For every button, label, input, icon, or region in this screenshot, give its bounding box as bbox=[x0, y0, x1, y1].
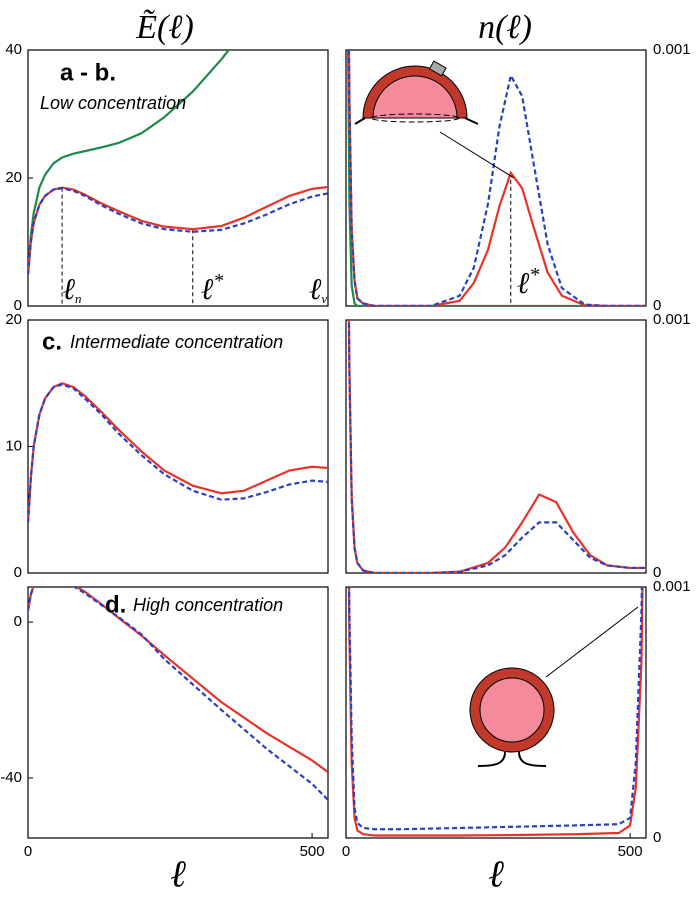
column-title: Ẽ(ℓ) bbox=[135, 9, 194, 46]
insets bbox=[354, 60, 639, 767]
series-line bbox=[28, 50, 231, 275]
series-line bbox=[348, 587, 643, 831]
y-tick-label: 20 bbox=[5, 311, 22, 328]
y-tick-label: 0 bbox=[653, 297, 661, 314]
dome-base bbox=[370, 113, 460, 123]
x-tick-label: 500 bbox=[618, 843, 643, 860]
panel: 0 0.001 bbox=[345, 311, 691, 581]
series-line bbox=[28, 587, 328, 774]
connector bbox=[545, 606, 639, 678]
x-tick-label: 500 bbox=[300, 843, 325, 860]
panel-label: a - b. bbox=[60, 59, 116, 86]
plot-area bbox=[347, 320, 646, 573]
plot-area bbox=[347, 587, 644, 837]
annotation-superscript: * bbox=[529, 264, 539, 286]
series-line bbox=[28, 187, 328, 275]
series-line bbox=[347, 50, 646, 306]
panel: -40 0 0 500 ℓ d. High concentration bbox=[0, 586, 329, 896]
panel: 0 10 20 c. Intermediate concentration bbox=[5, 311, 329, 581]
membrane bbox=[354, 117, 479, 125]
plot-frame bbox=[27, 49, 329, 307]
series-line bbox=[347, 50, 646, 306]
y-tick-label: 0.001 bbox=[653, 311, 691, 328]
plot-frame bbox=[345, 319, 647, 574]
panel-caption: High concentration bbox=[133, 595, 283, 615]
series-line bbox=[28, 382, 328, 523]
neck bbox=[477, 751, 547, 767]
y-tick-label: 10 bbox=[5, 437, 22, 454]
y-tick-label: 0 bbox=[14, 613, 22, 630]
y-tick-label: 20 bbox=[5, 169, 22, 186]
cap bbox=[428, 60, 447, 77]
annotation: ℓv bbox=[309, 273, 328, 306]
annotation-symbol: ℓ bbox=[63, 273, 76, 306]
plot-area bbox=[28, 50, 328, 306]
plot-area bbox=[28, 587, 328, 801]
connector bbox=[439, 131, 515, 179]
series-line bbox=[347, 320, 646, 573]
panel-caption: Intermediate concentration bbox=[70, 332, 283, 352]
y-tick-label: -40 bbox=[0, 769, 22, 786]
x-axis-label: ℓ bbox=[488, 854, 504, 894]
series-line bbox=[347, 50, 646, 306]
column-title: n(ℓ) bbox=[478, 9, 532, 46]
annotation-symbol: ℓ bbox=[517, 267, 530, 300]
plot-area bbox=[347, 50, 646, 306]
x-tick-label: 0 bbox=[342, 843, 350, 860]
series-line bbox=[28, 383, 328, 523]
plot-frame bbox=[27, 586, 329, 839]
panel: 0 0.001 ℓ* bbox=[345, 41, 691, 314]
series-line bbox=[347, 587, 644, 837]
annotation: ℓn bbox=[63, 273, 82, 306]
vesicle bbox=[479, 677, 545, 743]
dome bbox=[372, 75, 458, 119]
annotation-superscript: * bbox=[213, 270, 223, 292]
x-tick-label: 0 bbox=[24, 843, 32, 860]
y-tick-label: 0 bbox=[14, 297, 22, 314]
plot-frame bbox=[345, 586, 647, 839]
annotation-subscript: n bbox=[75, 291, 82, 306]
annotation: ℓ* bbox=[201, 270, 224, 306]
y-tick-label: 0.001 bbox=[653, 578, 691, 595]
series-line bbox=[28, 587, 328, 801]
annotation: ℓ* bbox=[517, 264, 540, 300]
plot-frame bbox=[27, 319, 329, 574]
panel-caption: Low concentration bbox=[40, 93, 186, 113]
y-tick-label: 0 bbox=[653, 829, 661, 846]
panel-label: d. bbox=[105, 591, 126, 618]
annotation-symbol: ℓ bbox=[201, 273, 214, 306]
annotation-subscript: v bbox=[321, 291, 327, 306]
panel-label: c. bbox=[42, 328, 62, 355]
panel: 0 0.001 0 500 ℓ bbox=[342, 578, 691, 896]
x-axis-label: ℓ bbox=[170, 854, 186, 894]
y-tick-label: 0 bbox=[653, 564, 661, 581]
y-tick-label: 40 bbox=[5, 41, 22, 58]
y-tick-label: 0.001 bbox=[653, 41, 691, 58]
y-tick-label: 0 bbox=[14, 564, 22, 581]
plot-area bbox=[28, 382, 328, 523]
annotation-symbol: ℓ bbox=[309, 273, 322, 306]
